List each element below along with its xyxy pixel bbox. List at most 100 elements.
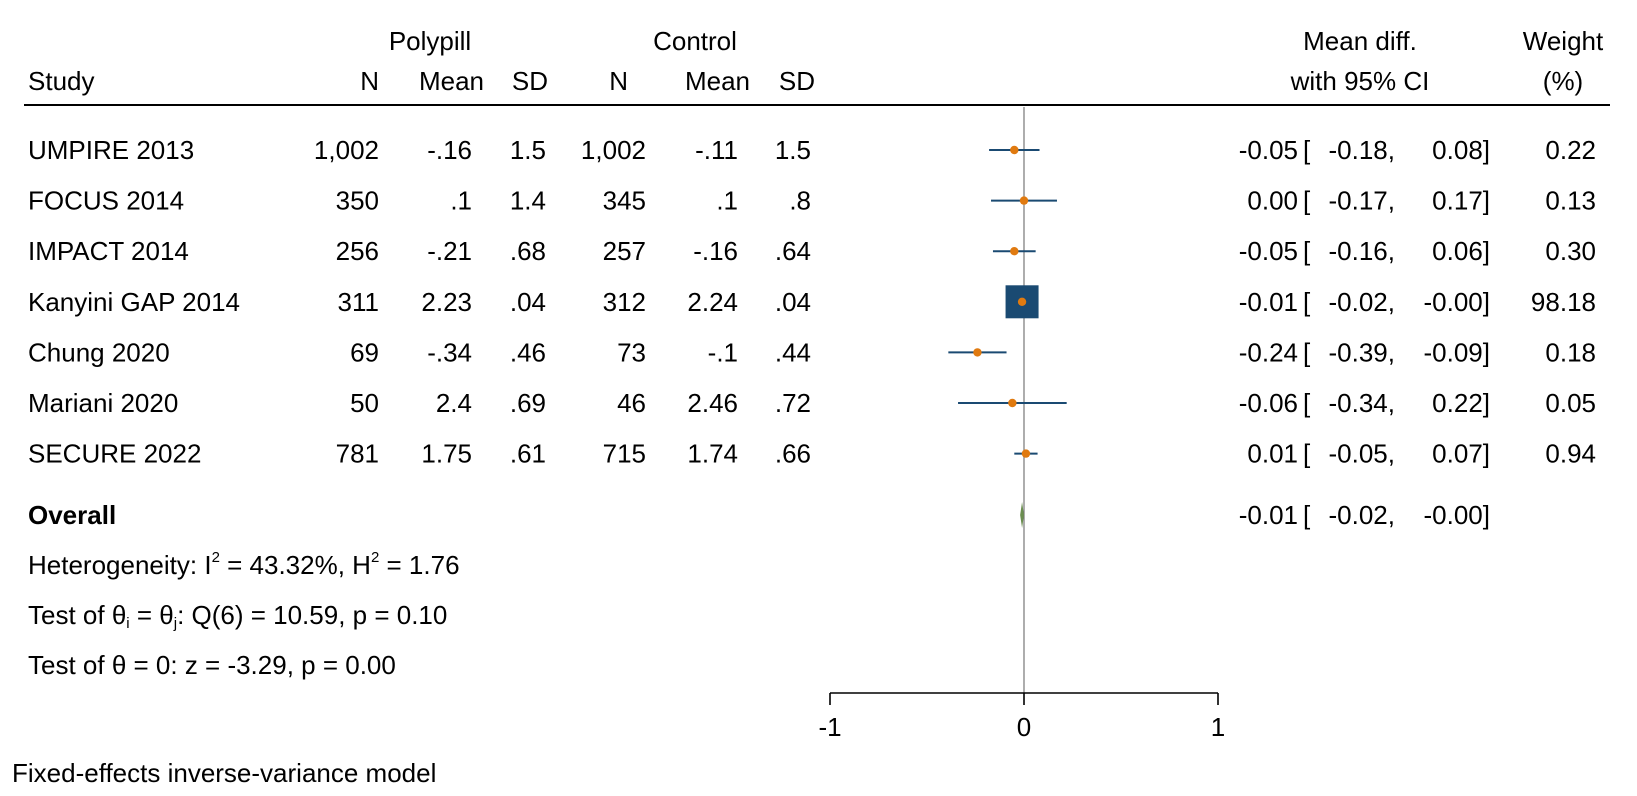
- polypill-sd: 1.5: [510, 135, 546, 165]
- study-label: UMPIRE 2013: [28, 135, 194, 165]
- point-estimate: [1019, 196, 1029, 205]
- header-effect-line1: Mean diff.: [1303, 26, 1417, 56]
- control-sd: .64: [775, 236, 811, 266]
- header-n1: N: [360, 66, 379, 96]
- mean-diff-value: -0.05: [1239, 236, 1298, 266]
- control-n: 46: [617, 388, 646, 418]
- mean-diff-value: -0.01: [1239, 287, 1298, 317]
- x-tick-label: 1: [1211, 712, 1225, 742]
- polypill-mean: 2.23: [421, 287, 472, 317]
- overall-lo: -0.02,: [1329, 500, 1396, 530]
- header-study: Study: [28, 66, 95, 96]
- study-label: IMPACT 2014: [28, 236, 189, 266]
- header-sd1: SD: [512, 66, 548, 96]
- ci-open-bracket: [: [1303, 236, 1311, 266]
- control-mean: -.11: [695, 135, 738, 165]
- header-weight-line1: Weight: [1523, 26, 1604, 56]
- control-n: 345: [603, 186, 646, 216]
- ci-open-bracket: [: [1303, 388, 1311, 418]
- control-sd: .66: [775, 439, 811, 469]
- control-n: 715: [603, 439, 646, 469]
- header-group2: Control: [653, 26, 737, 56]
- mean-diff-value: 0.00: [1247, 186, 1298, 216]
- weight-value: 0.13: [1545, 186, 1596, 216]
- ci-lower-value: -0.34,: [1329, 388, 1396, 418]
- heterogeneity-text: Heterogeneity: I2 = 43.32%, H2 = 1.76: [28, 549, 460, 580]
- polypill-n: 781: [336, 439, 379, 469]
- point-estimate: [1021, 449, 1031, 458]
- ci-lower-value: -0.17,: [1329, 186, 1396, 216]
- ci-upper-value: 0.06]: [1432, 236, 1490, 266]
- ci-open-bracket: [: [1303, 186, 1311, 216]
- control-mean: 2.24: [687, 287, 738, 317]
- header-sd2: SD: [779, 66, 815, 96]
- ci-open-bracket: [: [1303, 337, 1311, 367]
- polypill-sd: .04: [510, 287, 546, 317]
- x-tick-label: 0: [1017, 712, 1031, 742]
- ci-lower-value: -0.16,: [1329, 236, 1396, 266]
- ci-lower-value: -0.02,: [1329, 287, 1396, 317]
- polypill-mean: .1: [450, 186, 472, 216]
- header-group1: Polypill: [389, 26, 471, 56]
- ci-open-bracket: [: [1303, 287, 1311, 317]
- polypill-n: 50: [350, 388, 379, 418]
- mean-diff-value: 0.01: [1247, 439, 1298, 469]
- ci-upper-value: -0.09]: [1424, 337, 1491, 367]
- control-n: 1,002: [581, 135, 646, 165]
- polypill-n: 69: [350, 337, 379, 367]
- polypill-sd: .46: [510, 337, 546, 367]
- polypill-mean: 1.75: [421, 439, 472, 469]
- point-estimate: [1010, 145, 1019, 155]
- control-n: 257: [603, 236, 646, 266]
- control-mean: -.16: [693, 236, 738, 266]
- weight-value: 0.22: [1545, 135, 1596, 165]
- study-label: FOCUS 2014: [28, 186, 184, 216]
- polypill-mean: -.34: [427, 337, 472, 367]
- overall-md: -0.01: [1239, 500, 1298, 530]
- weight-value: 0.30: [1545, 236, 1596, 266]
- weight-value: 98.18: [1531, 287, 1596, 317]
- x-axis-ticks: -1 0 1: [818, 693, 1225, 742]
- study-rows: UMPIRE 2013 1,002 -.16 1.5 1,002 -.11 1.5 -0.05…: [28, 135, 1596, 469]
- control-mean: 2.46: [687, 388, 738, 418]
- header-effect-line2: with 95% CI: [1290, 66, 1430, 96]
- polypill-mean: -.16: [427, 135, 472, 165]
- polypill-n: 1,002: [314, 135, 379, 165]
- polypill-sd: 1.4: [510, 186, 546, 216]
- overall-diamond: [1020, 502, 1024, 528]
- control-sd: .8: [789, 186, 811, 216]
- ci-open-bracket: [: [1303, 439, 1311, 469]
- mean-diff-value: -0.05: [1239, 135, 1298, 165]
- point-estimate: [1008, 398, 1017, 408]
- mean-diff-value: -0.24: [1239, 337, 1298, 367]
- control-n: 73: [617, 337, 646, 367]
- point-estimate: [973, 348, 982, 357]
- control-sd: 1.5: [775, 135, 811, 165]
- polypill-sd: .69: [510, 388, 546, 418]
- header-mean2: Mean: [685, 66, 750, 96]
- study-label: SECURE 2022: [28, 439, 201, 469]
- model-note: Fixed-effects inverse-variance model: [12, 758, 436, 788]
- point-estimate: [1010, 247, 1019, 256]
- mean-diff-value: -0.06: [1239, 388, 1298, 418]
- test-z-text: Test of θ = 0: z = -3.29, p = 0.00: [28, 650, 396, 680]
- polypill-n: 256: [336, 236, 379, 266]
- study-marks: [948, 145, 1067, 458]
- control-mean: 1.74: [687, 439, 738, 469]
- study-label: Mariani 2020: [28, 388, 178, 418]
- ci-upper-value: -0.00]: [1424, 287, 1491, 317]
- overall-open-bracket: [: [1303, 500, 1311, 530]
- ci-upper-value: 0.22]: [1432, 388, 1490, 418]
- weight-value: 0.18: [1545, 337, 1596, 367]
- polypill-n: 311: [338, 287, 379, 317]
- control-sd: .04: [775, 287, 811, 317]
- ci-lower-value: -0.18,: [1329, 135, 1396, 165]
- ci-upper-value: 0.08]: [1432, 135, 1490, 165]
- ci-open-bracket: [: [1303, 135, 1311, 165]
- header-mean1: Mean: [419, 66, 484, 96]
- ci-lower-value: -0.05,: [1329, 439, 1396, 469]
- control-sd: .72: [775, 388, 811, 418]
- weight-value: 0.94: [1545, 439, 1596, 469]
- weight-value: 0.05: [1545, 388, 1596, 418]
